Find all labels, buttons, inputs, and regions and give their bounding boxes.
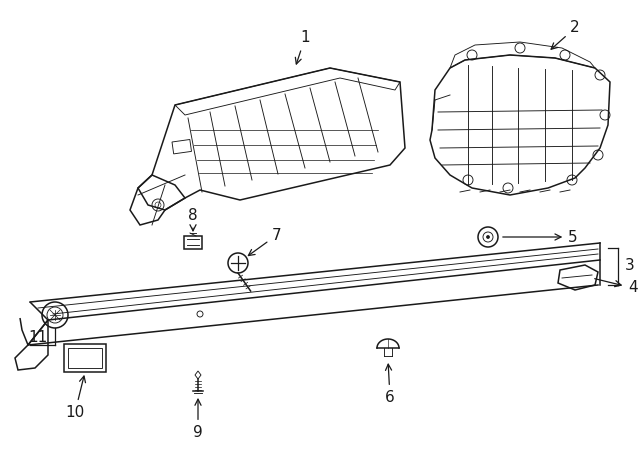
Bar <box>172 139 191 154</box>
Text: 2: 2 <box>551 21 580 49</box>
Text: 4: 4 <box>595 279 637 295</box>
Text: 3: 3 <box>625 258 635 273</box>
Bar <box>184 236 202 249</box>
Text: 9: 9 <box>193 399 203 440</box>
Text: 1: 1 <box>295 31 310 64</box>
Text: 8: 8 <box>188 208 198 231</box>
Circle shape <box>486 236 490 238</box>
Text: 5: 5 <box>503 229 578 244</box>
Text: 7: 7 <box>248 227 282 256</box>
Bar <box>64 344 106 372</box>
Text: 11: 11 <box>28 331 47 346</box>
Text: 6: 6 <box>385 364 395 405</box>
Text: 10: 10 <box>65 376 86 420</box>
Bar <box>68 348 102 368</box>
